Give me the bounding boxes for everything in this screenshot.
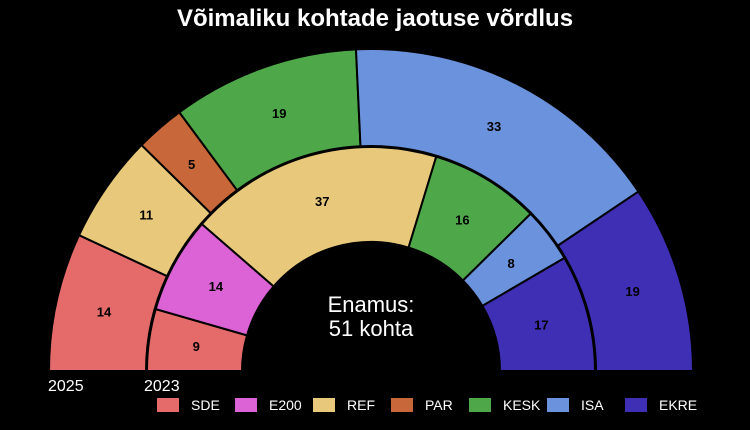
ring-label-outer: 2025 <box>48 378 84 395</box>
legend-label-ref: REF <box>347 397 375 413</box>
legend-swatch-sde <box>157 398 179 412</box>
legend-label-kesk: KESK <box>503 397 541 413</box>
legend-swatch-kesk <box>469 398 491 412</box>
segment-label-2023-ref: 37 <box>315 194 329 209</box>
segment-2023-ekre <box>481 256 597 372</box>
segment-label-2025-ref: 11 <box>139 208 153 223</box>
legend-swatch-par <box>391 398 413 412</box>
segment-label-2025-par: 5 <box>188 157 195 172</box>
legend-label-sde: SDE <box>191 397 220 413</box>
majority-value: 51 kohta <box>329 316 414 341</box>
segment-label-2023-e200: 14 <box>209 279 224 294</box>
legend-swatch-ekre <box>625 398 647 412</box>
legend-swatch-ref <box>313 398 335 412</box>
chart-title: Võimaliku kohtade jaotuse võrdlus <box>177 5 573 32</box>
legend-swatch-isa <box>547 398 569 412</box>
segment-label-2023-kesk: 16 <box>455 213 469 228</box>
legend-swatch-e200 <box>235 398 257 412</box>
legend-label-e200: E200 <box>269 397 302 413</box>
legend-label-ekre: EKRE <box>659 397 697 413</box>
majority-label: Enamus: <box>328 292 415 317</box>
segment-label-2025-isa: 33 <box>487 119 501 134</box>
legend: SDE E200 REF PAR KESK ISA EKRE <box>157 397 697 413</box>
seat-segments <box>47 48 695 372</box>
legend-label-isa: ISA <box>581 397 604 413</box>
segment-label-2025-sde: 14 <box>97 304 112 319</box>
segment-label-2025-kesk: 19 <box>272 106 286 121</box>
segment-labels: 14 11 5 19 33 19 9 14 37 16 8 17 <box>97 106 640 354</box>
legend-label-par: PAR <box>425 397 453 413</box>
segment-label-2025-ekre: 19 <box>625 284 639 299</box>
segment-2023-ref <box>200 146 438 288</box>
segment-label-2023-isa: 8 <box>508 256 515 271</box>
segment-label-2023-ekre: 17 <box>534 317 548 332</box>
segment-label-2023-sde: 9 <box>193 339 200 354</box>
ring-label-inner: 2023 <box>144 378 180 395</box>
